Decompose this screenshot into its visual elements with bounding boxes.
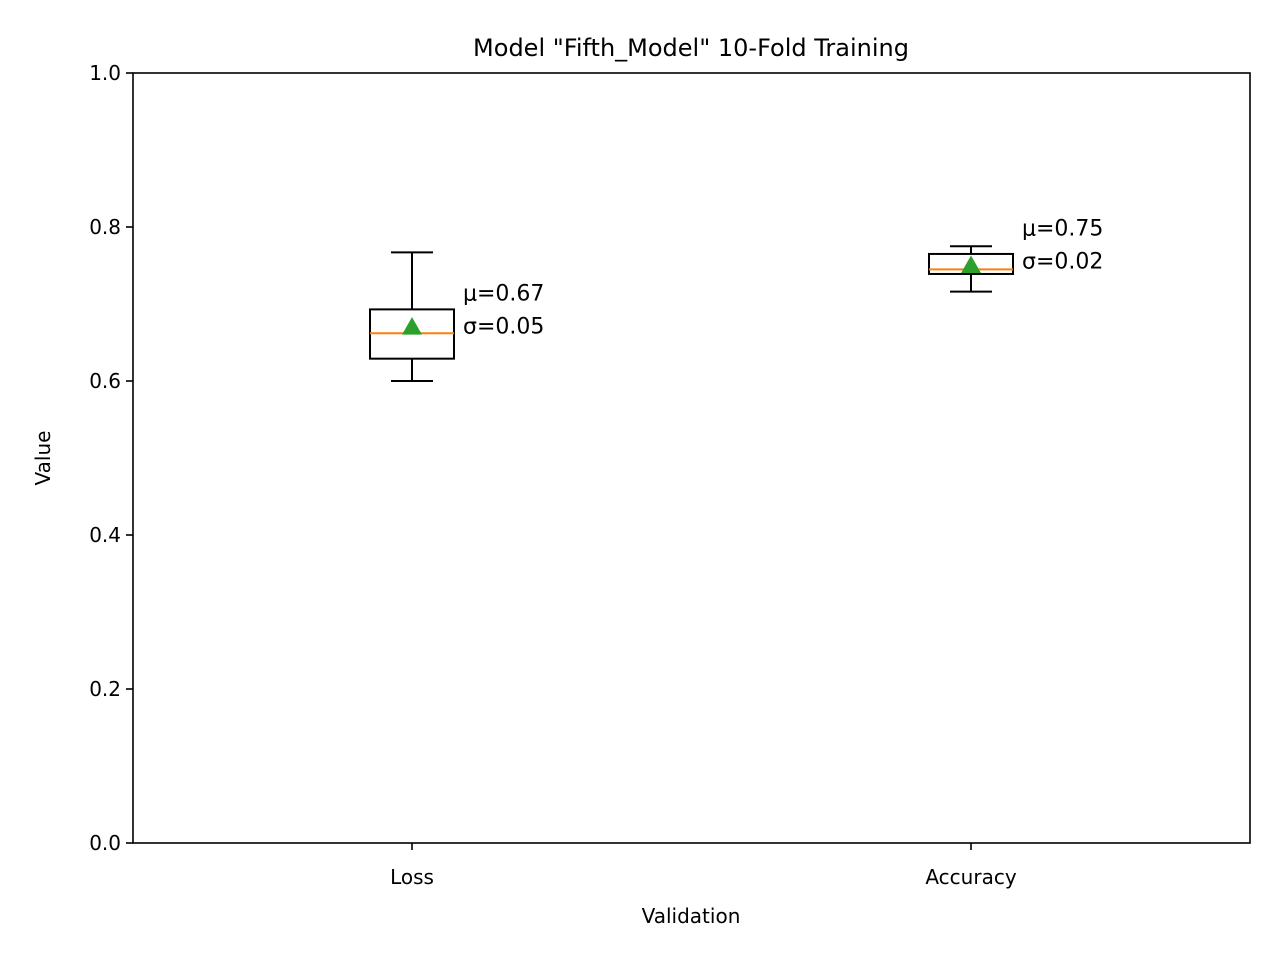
x-axis-label: Validation (642, 904, 741, 928)
mean-annotation: μ=0.67 (463, 281, 544, 306)
chart-title: Model "Fifth_Model" 10-Fold Training (473, 34, 909, 62)
y-axis-label: Value (31, 431, 55, 486)
mean-marker (402, 317, 422, 335)
y-tick-label: 0.4 (89, 523, 121, 547)
y-tick-label: 0.8 (89, 215, 121, 239)
axes-frame (132, 72, 1251, 844)
std-annotation: σ=0.05 (463, 314, 544, 339)
y-tick-label: 0.0 (89, 831, 121, 855)
plot-area: 0.0 0.2 0.4 0.6 0.8 1.0 Loss Accuracy μ=0.67 σ=0.… (89, 61, 1103, 889)
mean-marker (961, 255, 981, 273)
x-tick-label: Accuracy (925, 865, 1016, 889)
y-tick-label: 0.2 (89, 677, 121, 701)
x-tick-label: Loss (390, 865, 434, 889)
y-tick-label: 1.0 (89, 61, 121, 85)
mean-annotation: μ=0.75 (1022, 216, 1103, 241)
y-tick-label: 0.6 (89, 369, 121, 393)
box (928, 252, 1014, 275)
std-annotation: σ=0.02 (1022, 249, 1103, 274)
